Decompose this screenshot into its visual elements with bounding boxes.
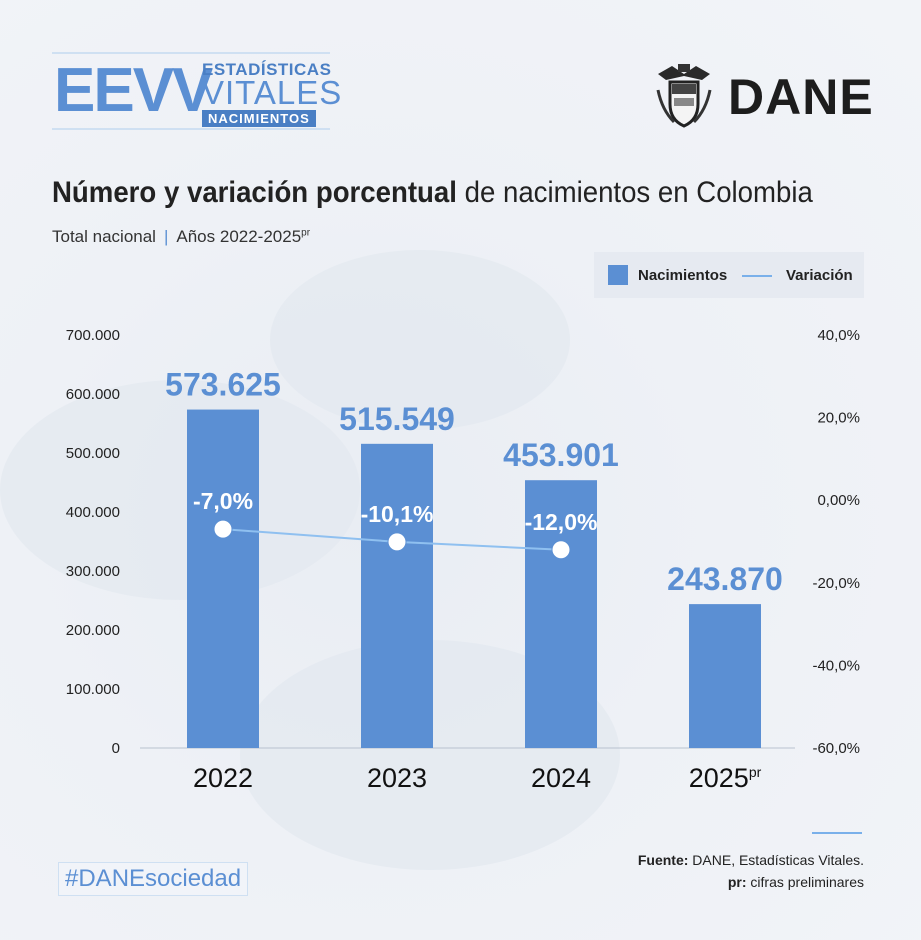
note-bold: pr: — [727, 874, 747, 890]
logo-nacimientos: NACIMIENTOS — [202, 110, 316, 127]
subtitle-right: Años 2022-2025 — [176, 227, 302, 246]
hashtag-dane: #DANE — [65, 865, 146, 892]
logo-rule — [52, 128, 330, 130]
hashtag-sociedad: sociedad — [145, 865, 242, 892]
coat-of-arms-icon — [656, 64, 712, 128]
bar-value-label: 515.549 — [339, 401, 455, 437]
bar-value-label: 453.901 — [503, 437, 619, 473]
subtitle-separator: | — [163, 227, 169, 246]
y-right-tick-label: 20,0% — [817, 410, 860, 427]
variation-point — [551, 540, 571, 560]
y-right-tick-label: 0,00% — [817, 492, 860, 509]
eevv-logo: EEVV ESTADÍSTICAS VITALES NACIMIENTOS — [52, 52, 341, 130]
source-rest: DANE, Estadísticas Vitales. — [688, 852, 864, 868]
logo-rule — [52, 52, 330, 54]
y-right-tick-label: 40,0% — [817, 327, 860, 344]
dane-logo: DANE — [652, 60, 877, 130]
source-bold: Fuente: — [637, 852, 689, 868]
logo-eevv: EEVV — [54, 56, 213, 125]
chart-title: Número y variación porcentual de nacimie… — [52, 176, 813, 210]
legend-line-swatch — [742, 275, 772, 277]
legend-bar-swatch — [608, 265, 628, 285]
x-tick-label: 2022 — [193, 763, 253, 793]
variation-point — [387, 532, 407, 552]
x-tick-label: 2024 — [531, 763, 591, 793]
bar — [187, 409, 259, 748]
bar-value-label: 573.625 — [165, 367, 281, 403]
note-line: pr: cifras preliminares — [638, 871, 864, 893]
source-line: Fuente: DANE, Estadísticas Vitales. — [638, 849, 864, 871]
logo-estadisticas: ESTADÍSTICAS — [202, 60, 332, 79]
logo-vitales: VITALES — [202, 74, 343, 111]
y-left-tick-label: 600.000 — [66, 386, 120, 403]
x-tick-label: 2025pr — [689, 763, 762, 793]
subtitle-sup: pr — [301, 227, 311, 239]
bar — [361, 443, 433, 748]
y-left-tick-label: 200.000 — [66, 622, 120, 639]
legend-line-label: Variación — [786, 267, 853, 284]
background-shape — [270, 250, 570, 430]
bar-value-label: 243.870 — [667, 561, 783, 597]
title-bold: Número y variación porcentual — [52, 176, 457, 209]
title-rest: de nacimientos en Colombia — [456, 176, 813, 209]
y-right-tick-label: -20,0% — [812, 575, 860, 592]
subtitle-left: Total nacional — [52, 227, 156, 246]
variation-label: -12,0% — [525, 509, 598, 535]
variation-point — [213, 519, 233, 539]
bar — [689, 604, 761, 748]
hashtag-badge: #DANEsociedad — [58, 862, 249, 896]
y-left-tick-label: 0 — [112, 740, 120, 757]
chart-source: Fuente: DANE, Estadísticas Vitales. pr: … — [638, 849, 864, 893]
y-left-tick-label: 400.000 — [66, 504, 120, 521]
variation-label: -10,1% — [361, 501, 434, 527]
dane-wordmark: DANE — [728, 69, 874, 125]
y-left-tick-label: 100.000 — [66, 681, 120, 698]
chart: 0 100.000 200.000 300.000 400.000 500.000 600.… — [66, 327, 860, 793]
background-shape — [0, 380, 360, 600]
y-left-tick-label: 500.000 — [66, 445, 120, 462]
chart-legend: Nacimientos Variación — [594, 252, 864, 298]
x-tick-sup: pr — [749, 764, 762, 780]
chart-subtitle: Total nacional | Años 2022-2025pr — [52, 227, 310, 247]
note-rest: cifras preliminares — [746, 874, 864, 890]
y-left-tick-label: 700.000 — [66, 327, 120, 344]
legend-bar-label: Nacimientos — [638, 267, 728, 284]
variation-label: -7,0% — [193, 488, 253, 514]
y-right-tick-label: -40,0% — [812, 657, 860, 674]
bar — [525, 480, 597, 748]
source-rule — [812, 832, 862, 834]
y-left-tick-label: 300.000 — [66, 563, 120, 580]
x-tick-label: 2023 — [367, 763, 427, 793]
y-right-tick-label: -60,0% — [812, 740, 860, 757]
